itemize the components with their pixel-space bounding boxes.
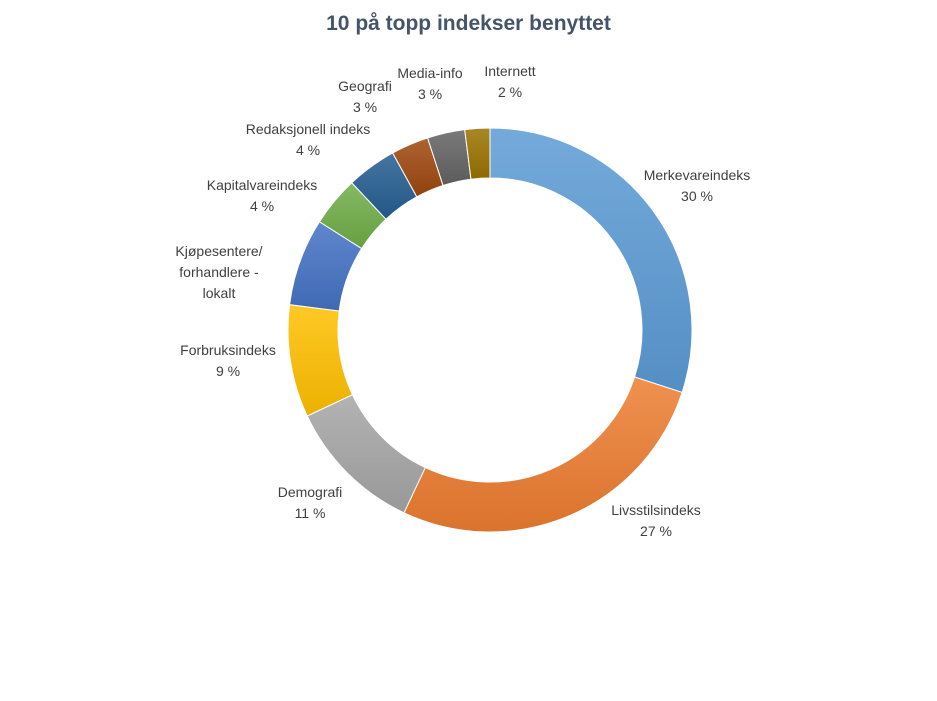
slice-internett xyxy=(464,127,491,180)
slice-value-label: 4 % xyxy=(250,198,274,214)
slice-value-label: 4 % xyxy=(296,142,320,158)
slice-value-label: 2 % xyxy=(498,84,522,100)
slice-label: Internett xyxy=(484,63,535,79)
slice-label: Merkevareindeks xyxy=(644,167,751,183)
slice-value-label: 27 % xyxy=(640,523,672,539)
slice-label: Kjøpesentere/forhandlere -lokalt xyxy=(175,243,262,301)
slice-value-label: 30 % xyxy=(681,188,713,204)
slice-label: Media-info xyxy=(397,65,463,81)
slice-merkevareindeks xyxy=(489,127,693,394)
slice-label: Kapitalvareindeks xyxy=(207,177,318,193)
slice-label: Geografi xyxy=(338,78,392,94)
slice-value-label: 9 % xyxy=(216,363,240,379)
chart-title: 10 på topp indekser benyttet xyxy=(326,12,611,35)
slice-label: Livsstilsindeks xyxy=(611,502,700,518)
slice-value-label: 3 % xyxy=(353,99,377,115)
slice-label: Redaksjonell indeks xyxy=(246,121,371,137)
slice-value-label: 11 % xyxy=(295,505,326,521)
slice-label: Demografi xyxy=(278,484,343,500)
slice-value-label: 3 % xyxy=(418,86,442,102)
slice-label: Forbruksindeks xyxy=(180,342,276,358)
slice-forbruksindeks xyxy=(287,304,354,417)
